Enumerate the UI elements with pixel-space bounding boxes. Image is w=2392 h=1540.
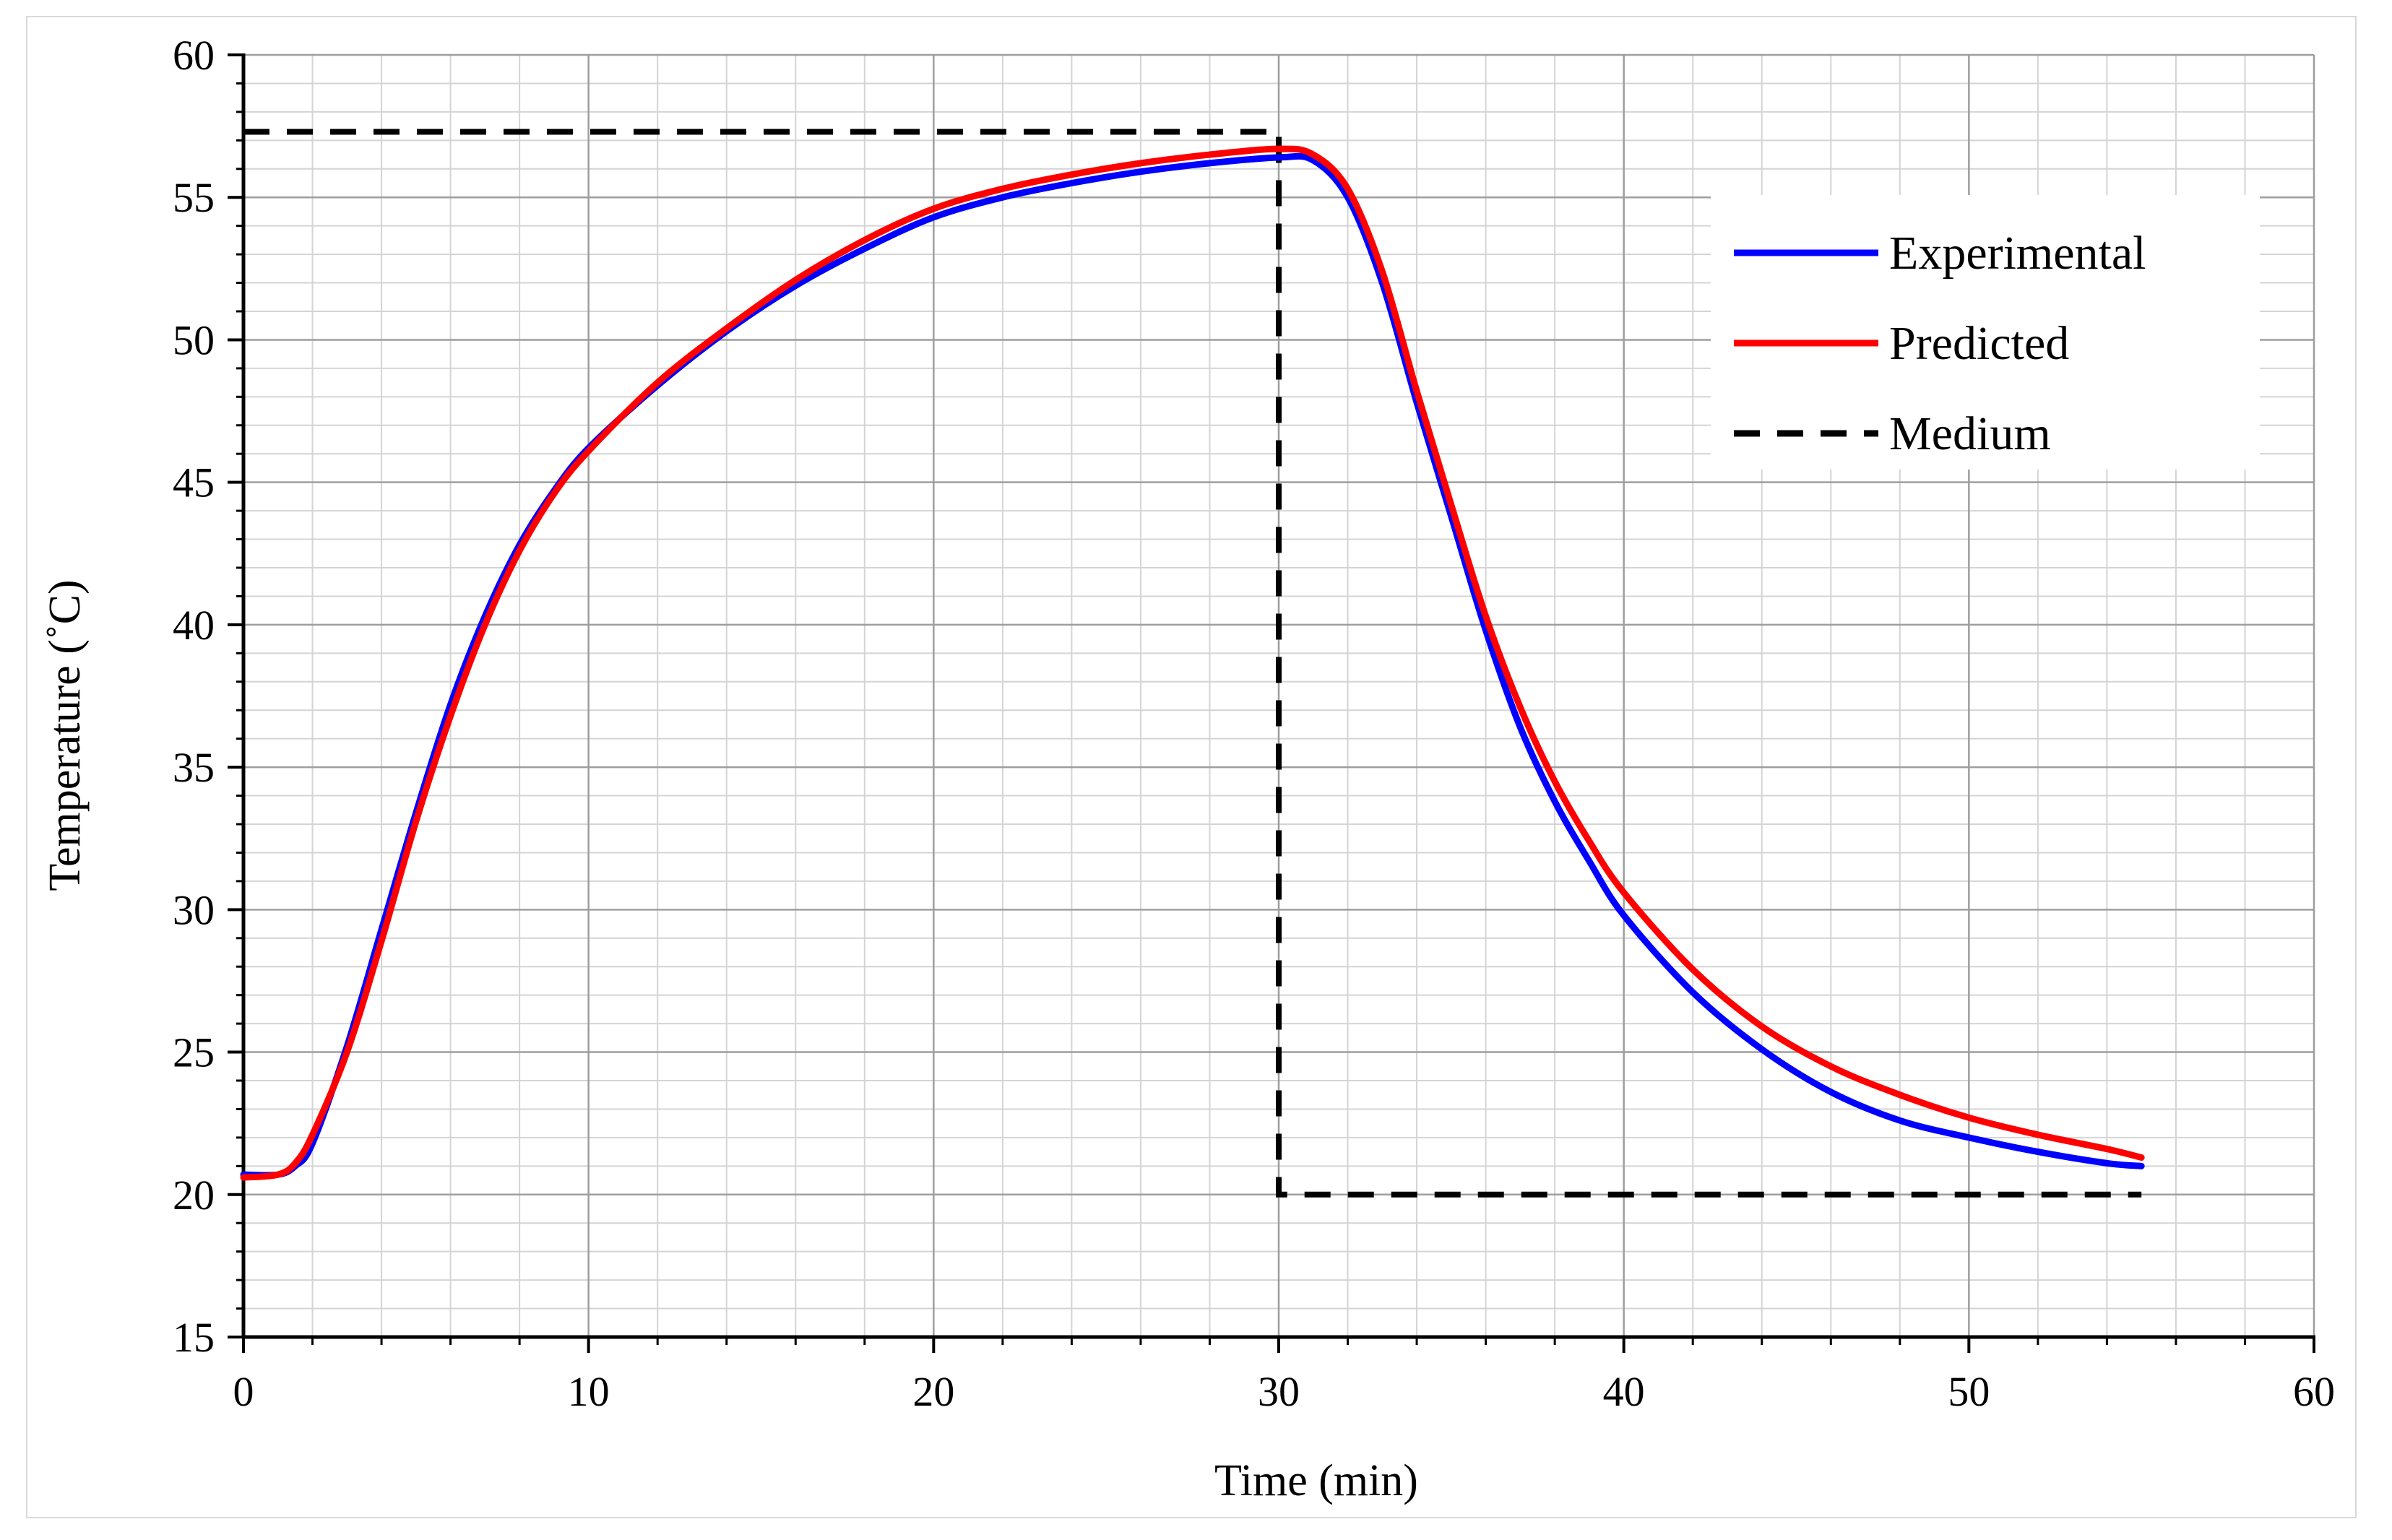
x-tick-label: 40 [1603,1368,1645,1415]
y-tick-labels: 15 20 25 30 35 40 45 50 55 60 [173,32,215,1361]
y-axis-title: Temperature (˚C) [40,579,90,891]
y-tick-label: 35 [173,744,215,791]
y-tick-label: 15 [173,1314,215,1361]
series-line-predicted [240,145,2145,1181]
series-lines [240,129,2145,1198]
legend-label-experimental: Experimental [1889,227,2146,280]
legend-background [1711,195,2260,470]
x-axis-title: Time (min) [1214,1456,1418,1505]
x-tick-label: 50 [1948,1368,1990,1415]
y-tick-label: 60 [173,32,215,79]
legend: Experimental Predicted Medium [1711,195,2260,470]
y-tick-label: 25 [173,1029,215,1076]
y-tick-label: 40 [173,602,215,649]
series-line-medium [243,129,2142,1198]
x-tick-label: 10 [568,1368,610,1415]
legend-label-medium: Medium [1889,407,2051,460]
y-tick-label: 30 [173,886,215,933]
x-tick-label: 60 [2293,1368,2335,1415]
x-tick-label: 30 [1258,1368,1300,1415]
legend-label-predicted: Predicted [1889,317,2069,370]
axes [228,53,2315,1353]
y-tick-label: 50 [173,316,215,363]
x-tick-label: 20 [912,1368,954,1415]
y-tick-label: 20 [173,1172,215,1219]
series-line-experimental [240,152,2145,1179]
y-tick-label: 45 [173,459,215,506]
x-tick-label: 0 [233,1368,254,1415]
x-tick-labels: 0 10 20 30 40 50 60 [233,1368,2336,1415]
y-tick-label: 55 [173,174,215,221]
